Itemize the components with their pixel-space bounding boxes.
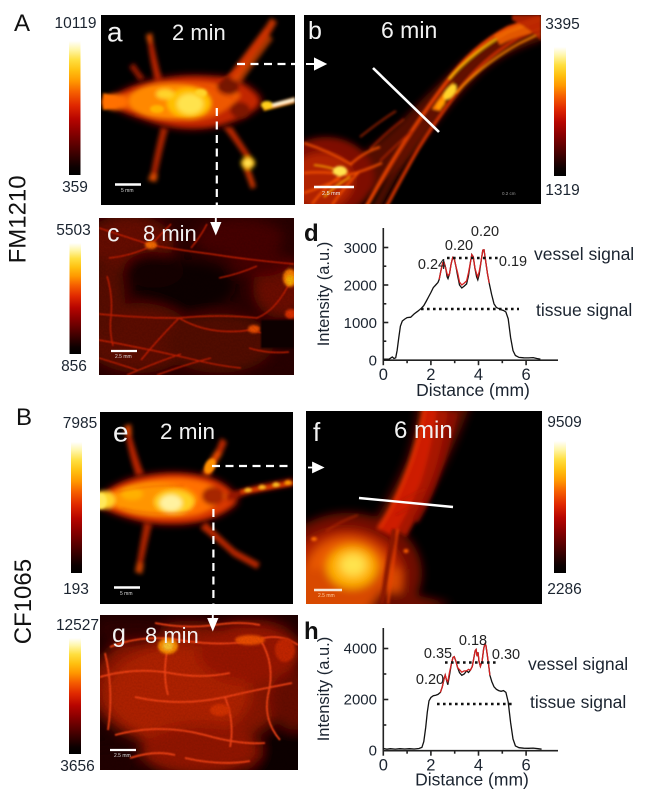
svg-text:f: f <box>313 417 321 447</box>
svg-text:0.20: 0.20 <box>471 224 499 240</box>
svg-text:d: d <box>304 220 319 247</box>
svg-text:9509: 9509 <box>547 414 581 431</box>
svg-text:0.35: 0.35 <box>424 646 452 662</box>
svg-text:3000: 3000 <box>344 240 377 257</box>
svg-text:6 min: 6 min <box>394 417 453 444</box>
svg-text:12527: 12527 <box>56 617 99 634</box>
svg-text:FM1210: FM1210 <box>5 175 32 263</box>
svg-text:1000: 1000 <box>344 315 377 332</box>
svg-text:2000: 2000 <box>344 692 377 709</box>
svg-text:h: h <box>304 618 319 645</box>
svg-text:a: a <box>107 17 123 48</box>
svg-text:4: 4 <box>474 366 483 384</box>
svg-text:e: e <box>113 417 129 448</box>
svg-text:856: 856 <box>61 358 87 375</box>
svg-text:0.30: 0.30 <box>492 647 520 663</box>
svg-text:tissue signal: tissue signal <box>536 300 632 320</box>
svg-text:tissue signal: tissue signal <box>530 692 626 712</box>
svg-text:4000: 4000 <box>344 641 377 658</box>
svg-text:2.5 mm: 2.5 mm <box>115 354 132 360</box>
svg-text:10119: 10119 <box>55 15 97 32</box>
svg-text:2000: 2000 <box>344 278 377 295</box>
svg-text:3395: 3395 <box>545 16 579 33</box>
svg-text:Distance (mm): Distance (mm) <box>416 380 530 400</box>
svg-text:0.19: 0.19 <box>499 254 527 270</box>
svg-text:b: b <box>308 17 322 45</box>
svg-text:193: 193 <box>63 581 89 598</box>
svg-text:2 min: 2 min <box>172 20 226 45</box>
svg-text:2.5 mm: 2.5 mm <box>114 753 131 759</box>
svg-text:6: 6 <box>522 366 531 384</box>
svg-text:0: 0 <box>379 366 388 384</box>
svg-text:6: 6 <box>522 757 531 775</box>
svg-text:B: B <box>16 404 32 431</box>
svg-text:c: c <box>107 220 120 248</box>
svg-text:8 min: 8 min <box>143 221 197 246</box>
svg-text:4: 4 <box>474 757 483 775</box>
svg-text:5 mm: 5 mm <box>120 591 133 597</box>
svg-text:0.2 cm: 0.2 cm <box>502 191 516 196</box>
svg-text:2: 2 <box>426 757 435 775</box>
svg-text:7985: 7985 <box>63 415 97 432</box>
svg-text:5503: 5503 <box>56 222 90 239</box>
svg-text:3656: 3656 <box>60 758 94 775</box>
svg-text:2.5 mm: 2.5 mm <box>322 191 341 197</box>
svg-text:2286: 2286 <box>547 581 581 598</box>
svg-text:0: 0 <box>369 743 377 760</box>
svg-text:2: 2 <box>426 366 435 384</box>
svg-text:6 min: 6 min <box>381 17 437 43</box>
svg-text:0.24: 0.24 <box>418 257 446 273</box>
svg-text:8 min: 8 min <box>145 623 199 648</box>
svg-text:359: 359 <box>62 179 88 196</box>
svg-text:vessel signal: vessel signal <box>528 654 628 674</box>
svg-text:2 min: 2 min <box>160 419 215 444</box>
svg-text:g: g <box>112 620 126 648</box>
svg-text:CF1065: CF1065 <box>10 559 37 644</box>
svg-text:A: A <box>14 10 30 37</box>
svg-text:0.18: 0.18 <box>459 633 487 649</box>
svg-text:vessel signal: vessel signal <box>534 244 634 264</box>
svg-text:0.20: 0.20 <box>445 238 473 254</box>
svg-text:0: 0 <box>379 757 388 775</box>
svg-text:1319: 1319 <box>545 182 579 199</box>
svg-text:Intensity (a.u.): Intensity (a.u.) <box>315 637 333 742</box>
svg-text:0.20: 0.20 <box>416 672 444 688</box>
svg-text:5 mm: 5 mm <box>121 188 134 194</box>
svg-text:2.5 mm: 2.5 mm <box>318 593 335 599</box>
svg-text:Intensity (a.u.): Intensity (a.u.) <box>315 242 333 347</box>
svg-text:Distance (mm): Distance (mm) <box>415 770 529 790</box>
svg-text:0: 0 <box>369 353 377 370</box>
